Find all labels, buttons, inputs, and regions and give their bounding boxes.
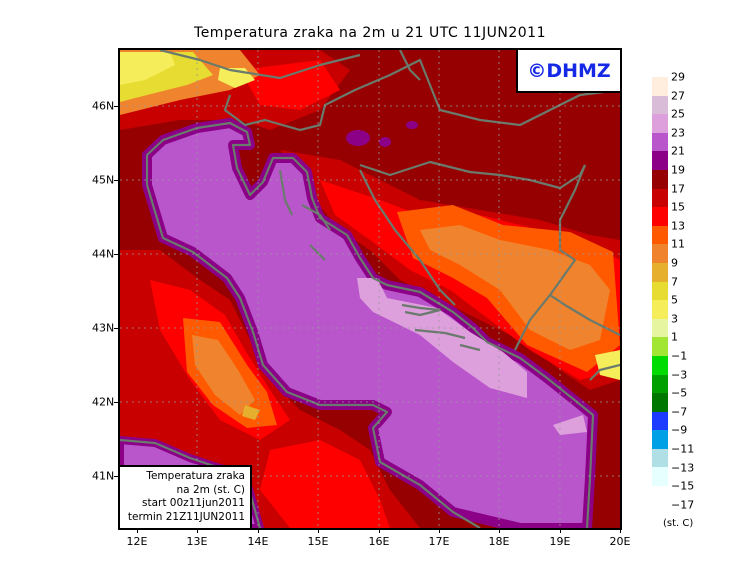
lat-tick — [114, 254, 119, 255]
legend-swatch — [652, 300, 668, 319]
legend-swatch — [652, 262, 668, 282]
legend-swatch — [652, 207, 668, 226]
legend-swatch — [652, 225, 668, 245]
legend-swatch — [652, 374, 668, 394]
map-canvas — [120, 50, 620, 528]
legend-label: 23 — [671, 126, 685, 140]
legend-label: 7 — [671, 275, 678, 289]
lon-tick — [379, 528, 380, 533]
legend-swatch — [652, 337, 668, 356]
lon-tick — [439, 528, 440, 533]
legend-label: −13 — [671, 461, 695, 475]
coastlines — [120, 50, 620, 528]
legend-label: −15 — [671, 479, 695, 493]
lat-label: 41N — [92, 469, 115, 483]
info-line: start 00z11jun2011 — [142, 497, 245, 509]
map-title: Temperatura zraka na 2m u 21 UTC 11JUN20… — [194, 25, 546, 41]
legend-label: −11 — [671, 442, 695, 456]
color-legend: 29 27 25 23 21 19 17 15 13 11 9 7 5 3 1 −1 −3 −5 −7 −9 −11 −1… — [652, 71, 694, 511]
temperature-map: ©DHMZ Temperatura zraka na 2m (st. C) st… — [118, 48, 622, 530]
legend-label: 27 — [671, 89, 685, 103]
legend-swatch — [652, 281, 668, 301]
lon-label: 16E — [368, 535, 390, 548]
legend-label: 29 — [671, 70, 685, 84]
lon-label: 19E — [549, 535, 571, 548]
legend-swatch — [652, 188, 668, 208]
legend-label: −3 — [671, 368, 688, 382]
lon-label: 14E — [247, 535, 269, 548]
legend-label: −7 — [671, 405, 688, 419]
legend-swatch — [652, 467, 668, 487]
lon-label: 13E — [186, 535, 208, 548]
legend-swatch — [652, 430, 668, 449]
legend-swatch — [652, 318, 668, 338]
grid-lines — [120, 50, 620, 528]
legend-label: 11 — [671, 237, 685, 251]
legend-label: 15 — [671, 200, 685, 214]
legend-label: 19 — [671, 163, 685, 177]
legend-swatch — [652, 114, 668, 133]
legend-label: 3 — [671, 312, 678, 326]
lat-label: 44N — [92, 247, 115, 261]
dhmz-logo: ©DHMZ — [516, 50, 620, 93]
info-line: Temperatura zraka — [146, 470, 245, 482]
legend-label: 17 — [671, 182, 685, 196]
info-line: na 2m (st. C) — [176, 483, 245, 496]
lon-tick — [137, 528, 138, 533]
legend-swatch — [652, 411, 668, 431]
legend-swatch — [652, 393, 668, 412]
purple-spots — [346, 121, 418, 147]
lon-label: 20E — [609, 535, 631, 548]
lat-tick — [114, 328, 119, 329]
lon-tick — [499, 528, 500, 533]
legend-label: 25 — [671, 107, 685, 121]
lat-tick — [114, 180, 119, 181]
legend-label: −9 — [671, 423, 688, 437]
lon-label: 18E — [488, 535, 510, 548]
lon-tick — [258, 528, 259, 533]
legend-label: 1 — [671, 330, 678, 344]
lon-label: 17E — [428, 535, 450, 548]
legend-label: 13 — [671, 219, 685, 233]
lon-tick — [620, 528, 621, 533]
lon-tick — [560, 528, 561, 533]
hot-zones — [120, 50, 620, 428]
legend-label: 9 — [671, 256, 678, 270]
lat-tick — [114, 476, 119, 477]
lat-label: 46N — [92, 99, 115, 113]
lon-label: 12E — [126, 535, 148, 548]
info-box: Temperatura zraka na 2m (st. C) start 00… — [120, 465, 252, 528]
legend-swatch — [652, 169, 668, 189]
legend-swatch — [652, 355, 668, 375]
legend-swatch — [652, 151, 668, 170]
legend-unit: (st. C) — [663, 518, 694, 529]
info-line: termin 21Z11JUN2011 — [127, 510, 245, 523]
lat-tick — [114, 402, 119, 403]
lon-tick — [197, 528, 198, 533]
legend-label: 21 — [671, 144, 685, 158]
legend-label: −17 — [671, 498, 695, 512]
lat-label: 42N — [92, 395, 115, 409]
legend-swatch — [652, 132, 668, 152]
lat-tick — [114, 106, 119, 107]
legend-label: −5 — [671, 386, 688, 400]
legend-label: −1 — [671, 349, 688, 363]
legend-swatch — [652, 448, 668, 468]
lon-label: 15E — [307, 535, 329, 548]
lat-label: 43N — [92, 321, 115, 335]
lat-label: 45N — [92, 173, 115, 187]
legend-swatch — [652, 244, 668, 263]
legend-label: 5 — [671, 293, 678, 307]
lon-tick — [318, 528, 319, 533]
legend-swatch — [652, 95, 668, 115]
legend-swatch — [652, 77, 668, 96]
